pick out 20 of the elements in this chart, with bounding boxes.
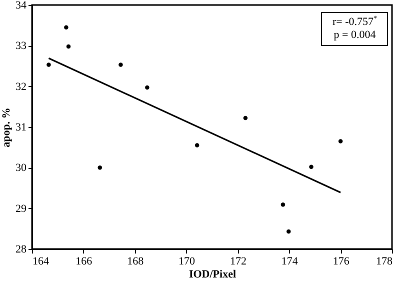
x-tick-label: 164	[32, 256, 50, 268]
y-tick-label: 29	[16, 202, 27, 215]
x-tick-label: 174	[281, 256, 298, 268]
y-axis-title: apop. %	[0, 108, 12, 148]
x-tick-label: 172	[230, 256, 246, 268]
x-tick-label: 168	[127, 256, 144, 268]
x-tick-label: 176	[332, 256, 350, 268]
y-tick-label: 34	[16, 0, 27, 12]
y-tick-label: 30	[16, 162, 27, 174]
x-tick-label: 170	[178, 256, 196, 268]
x-tick-label: 166	[76, 256, 93, 268]
y-tick-label: 31	[16, 122, 26, 134]
note-frame: r= -0.757$^{*}$ p = 0.004	[321, 12, 388, 46]
y-tick-label: 32	[16, 80, 26, 93]
y-tick-label: 33	[16, 40, 27, 52]
x-tick-label: 178	[376, 256, 393, 268]
y-tick-label: 28	[16, 244, 27, 256]
x-axis-title: IOD/Pixel	[188, 268, 236, 280]
annotation: r= -0.757$^{*}$	[332, 14, 377, 29]
annotation: p = 0.004	[332, 29, 377, 42]
